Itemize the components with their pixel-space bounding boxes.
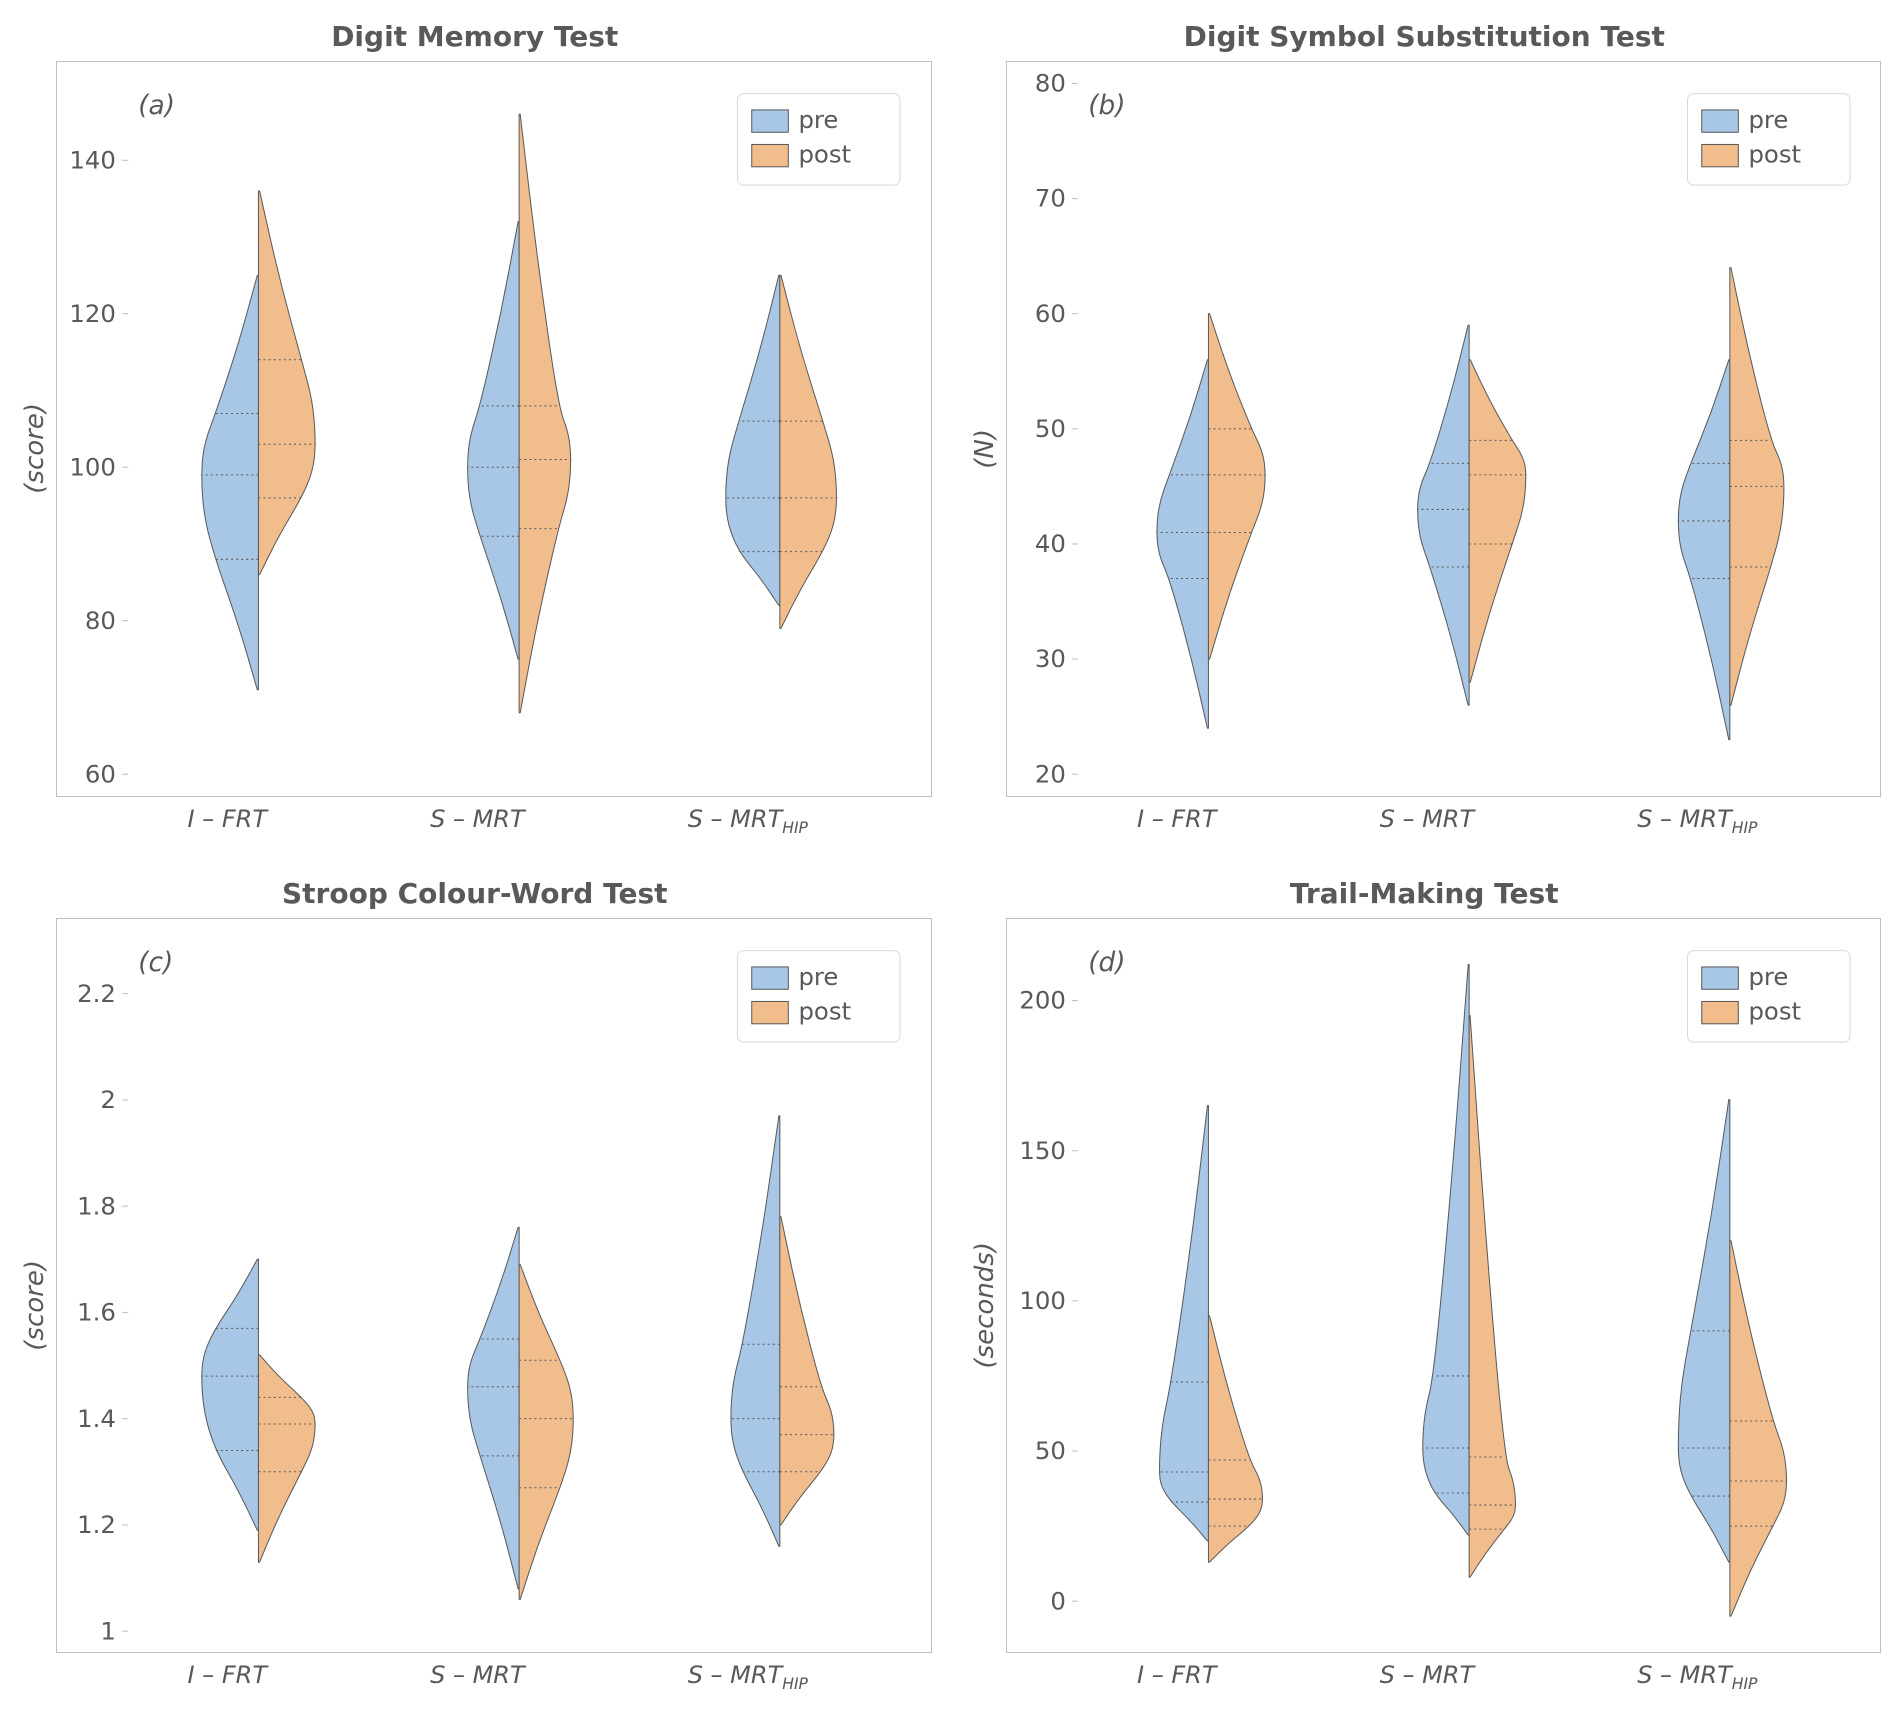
- violin-pre: [468, 222, 519, 659]
- svg-text:1.2: 1.2: [77, 1510, 116, 1539]
- x-tick-label: I – FRT: [1137, 805, 1216, 837]
- x-tick-label: I – FRT: [188, 1661, 267, 1693]
- legend-pre-label: pre: [1748, 105, 1788, 134]
- panel-title: Stroop Colour-Word Test: [282, 877, 668, 910]
- panel-d: Trail-Making Test (seconds) 0 50 100 150 200…: [970, 877, 1880, 1694]
- violin-pre: [1678, 360, 1729, 740]
- legend-post-label: post: [798, 140, 851, 169]
- violin-pre: [1159, 1105, 1208, 1540]
- x-tick-label: S – MRTHIP: [1637, 805, 1757, 837]
- x-axis-ticks: I – FRT S – MRT S – MRTHIP: [1006, 1653, 1880, 1693]
- violin-post: [258, 191, 315, 575]
- svg-text:60: 60: [85, 759, 116, 788]
- violin-post: [1208, 314, 1265, 659]
- legend-pre-label: pre: [1748, 962, 1788, 991]
- panel-letter: (a): [138, 90, 175, 121]
- x-tick-label: S – MRT: [430, 805, 525, 837]
- violin-post: [780, 1216, 834, 1524]
- legend-post-label: post: [1748, 996, 1801, 1025]
- x-tick-label: S – MRT: [1380, 805, 1475, 837]
- violin-pre: [731, 1115, 780, 1545]
- legend-pre-label: pre: [798, 105, 838, 134]
- violin-post: [1469, 360, 1526, 682]
- svg-text:1.8: 1.8: [77, 1191, 116, 1220]
- svg-text:140: 140: [69, 145, 115, 174]
- svg-text:2.2: 2.2: [77, 978, 116, 1007]
- svg-text:120: 120: [69, 299, 115, 328]
- violin-post: [519, 114, 570, 713]
- x-tick-label: S – MRT: [1380, 1661, 1475, 1693]
- svg-text:50: 50: [1034, 1436, 1065, 1465]
- x-tick-label: S – MRT: [430, 1661, 525, 1693]
- svg-text:1: 1: [100, 1616, 116, 1645]
- y-axis-label: (score): [20, 1260, 50, 1351]
- x-tick-label: S – MRTHIP: [688, 805, 808, 837]
- x-axis-ticks: I – FRT S – MRT S – MRTHIP: [56, 797, 930, 837]
- violin-pre: [1422, 964, 1468, 1535]
- x-tick-label: I – FRT: [188, 805, 267, 837]
- svg-text:70: 70: [1034, 184, 1065, 213]
- svg-text:1.4: 1.4: [77, 1403, 116, 1432]
- panel-b: Digit Symbol Substitution Test (N) 20 30 4…: [970, 20, 1880, 837]
- svg-text:0: 0: [1050, 1586, 1066, 1615]
- violin-post: [1469, 1015, 1515, 1577]
- violin-pre: [202, 1259, 259, 1530]
- panel-letter: (c): [138, 946, 173, 977]
- svg-text:80: 80: [85, 606, 116, 635]
- panel-c: Stroop Colour-Word Test (score) 11.21.41…: [20, 877, 930, 1694]
- violin-pre: [1156, 360, 1207, 728]
- violin-post: [258, 1354, 315, 1561]
- x-tick-label: S – MRTHIP: [1637, 1661, 1757, 1693]
- x-tick-label: I – FRT: [1137, 1661, 1216, 1693]
- panel-title: Digit Memory Test: [331, 20, 618, 53]
- panel-a: Digit Memory Test (score) 60 80 100 120 140 …: [20, 20, 930, 837]
- violin-post: [1208, 1315, 1262, 1561]
- plot-svg: 1 1.2 1.4 1.6 1.8 2 2.2 pre post (c): [56, 918, 932, 1654]
- panel-title: Trail-Making Test: [1290, 877, 1559, 910]
- svg-text:80: 80: [1034, 69, 1065, 98]
- y-axis-label: (seconds): [970, 1242, 1000, 1369]
- plot-svg: 0 50 100 150 200 pre post (d): [1006, 918, 1882, 1654]
- plot-svg: 60 80 100 120 140 pre post (a): [56, 61, 932, 797]
- panel-letter: (b): [1088, 90, 1125, 121]
- svg-text:200: 200: [1019, 985, 1066, 1014]
- x-axis-ticks: I – FRT S – MRT S – MRTHIP: [1006, 797, 1880, 837]
- svg-text:20: 20: [1034, 759, 1065, 788]
- legend-pre-label: pre: [798, 962, 838, 991]
- svg-text:50: 50: [1034, 414, 1065, 443]
- violin-pre: [726, 275, 780, 605]
- svg-text:100: 100: [1019, 1285, 1066, 1314]
- svg-text:100: 100: [69, 452, 115, 481]
- svg-text:30: 30: [1034, 644, 1065, 673]
- svg-text:150: 150: [1019, 1135, 1066, 1164]
- svg-text:60: 60: [1034, 299, 1065, 328]
- chart-grid: Digit Memory Test (score) 60 80 100 120 140 …: [20, 20, 1879, 1693]
- x-axis-ticks: I – FRT S – MRT S – MRTHIP: [56, 1653, 930, 1693]
- svg-text:2: 2: [100, 1085, 116, 1114]
- legend-post-label: post: [1748, 140, 1801, 169]
- violin-post: [1729, 1240, 1786, 1615]
- y-axis-label: (N): [970, 429, 1000, 469]
- violin-post: [780, 275, 837, 628]
- svg-text:1.6: 1.6: [77, 1297, 116, 1326]
- panel-title: Digit Symbol Substitution Test: [1184, 20, 1665, 53]
- x-tick-label: S – MRTHIP: [688, 1661, 808, 1693]
- y-axis-label: (score): [20, 403, 50, 494]
- svg-text:40: 40: [1034, 529, 1065, 558]
- legend-post-label: post: [798, 996, 851, 1025]
- violin-pre: [468, 1227, 519, 1588]
- plot-svg: 20 30 40 50 60 70 80 pre post (b): [1006, 61, 1882, 797]
- panel-letter: (d): [1088, 946, 1125, 977]
- violin-pre: [202, 275, 259, 689]
- violin-pre: [1417, 325, 1468, 705]
- violin-post: [519, 1264, 573, 1599]
